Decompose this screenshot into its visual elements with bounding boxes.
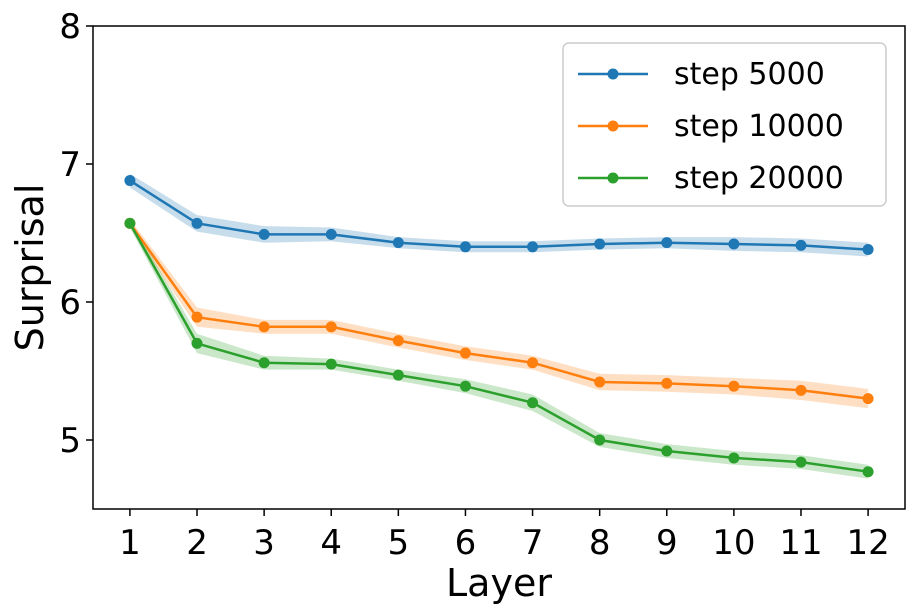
x-tick-label: 6	[455, 523, 477, 563]
series-0-point-1	[124, 175, 136, 187]
legend-marker-2	[607, 172, 619, 184]
x-tick-label: 12	[846, 523, 889, 563]
legend-label-1: step 10000	[674, 109, 844, 144]
series-2-point-7	[527, 397, 539, 409]
legend-marker-0	[607, 68, 619, 80]
series-2-point-4	[325, 358, 337, 370]
series-2-point-10	[728, 452, 740, 464]
series-2-point-2	[191, 337, 203, 349]
x-tick-label: 10	[712, 523, 755, 563]
x-tick-label: 4	[320, 523, 342, 563]
series-points	[124, 175, 874, 478]
series-0-point-2	[191, 217, 203, 229]
series-2-line	[128, 222, 869, 473]
y-axis-label: Surprisal	[8, 184, 52, 352]
series-2-point-3	[258, 357, 270, 369]
x-tick-label: 5	[388, 523, 410, 563]
legend-label-0: step 5000	[674, 57, 825, 92]
legend-marker-1	[607, 120, 619, 132]
x-tick-label: 3	[253, 523, 275, 563]
y-axis-ticks: 5 6 7 8	[59, 7, 93, 461]
series-1-point-11	[795, 384, 807, 396]
series-2-point-12	[862, 466, 874, 478]
series-2-point-6	[459, 380, 471, 392]
legend: step 5000 step 10000 step 20000	[562, 42, 887, 207]
x-tick-label: 11	[779, 523, 822, 563]
series-1-point-10	[728, 380, 740, 392]
plot-frame	[92, 25, 906, 510]
series-2-point-1	[124, 217, 136, 229]
series-2-band	[129, 219, 869, 479]
series-0-point-3	[258, 228, 270, 240]
series-0-point-5	[392, 237, 404, 249]
series-0-point-11	[795, 239, 807, 251]
series-1-point-5	[392, 335, 404, 347]
confidence-bands	[129, 173, 869, 479]
legend-box	[562, 42, 887, 207]
series-1-point-4	[325, 321, 337, 333]
series-1-point-8	[594, 376, 606, 388]
x-axis-ticks: 1 2 3 4 5 6 7 8 9 10 11 12	[119, 509, 890, 563]
series-2-point-9	[661, 445, 673, 457]
series-1-point-7	[527, 357, 539, 369]
series-0-point-8	[594, 238, 606, 250]
x-tick-label: 8	[589, 523, 611, 563]
series-2-point-5	[392, 369, 404, 381]
series-0-band	[129, 173, 869, 257]
y-tick-label: 7	[59, 145, 81, 185]
series-0-point-4	[325, 228, 337, 240]
series-0-point-6	[459, 241, 471, 253]
series-2-point-11	[795, 456, 807, 468]
series-1-point-9	[661, 377, 673, 389]
series-0-point-12	[862, 244, 874, 256]
x-axis-label: Layer	[446, 561, 552, 605]
series-1-point-6	[459, 347, 471, 359]
x-tick-label: 7	[522, 523, 544, 563]
y-tick-label: 8	[59, 7, 81, 47]
series-1-line	[128, 222, 869, 400]
x-tick-label: 2	[186, 523, 208, 563]
series-1-point-12	[862, 393, 874, 405]
series-1-point-3	[258, 321, 270, 333]
series-0-point-9	[661, 237, 673, 249]
series-lines	[128, 179, 869, 473]
series-1-point-2	[191, 311, 203, 323]
legend-label-2: step 20000	[674, 161, 844, 196]
y-tick-label: 5	[59, 421, 81, 461]
series-0-point-10	[728, 238, 740, 250]
series-0-line	[129, 179, 869, 251]
x-tick-label: 9	[656, 523, 678, 563]
x-tick-label: 1	[119, 523, 141, 563]
series-2-point-8	[594, 434, 606, 446]
y-tick-label: 6	[59, 283, 81, 323]
series-0-point-7	[527, 241, 539, 253]
